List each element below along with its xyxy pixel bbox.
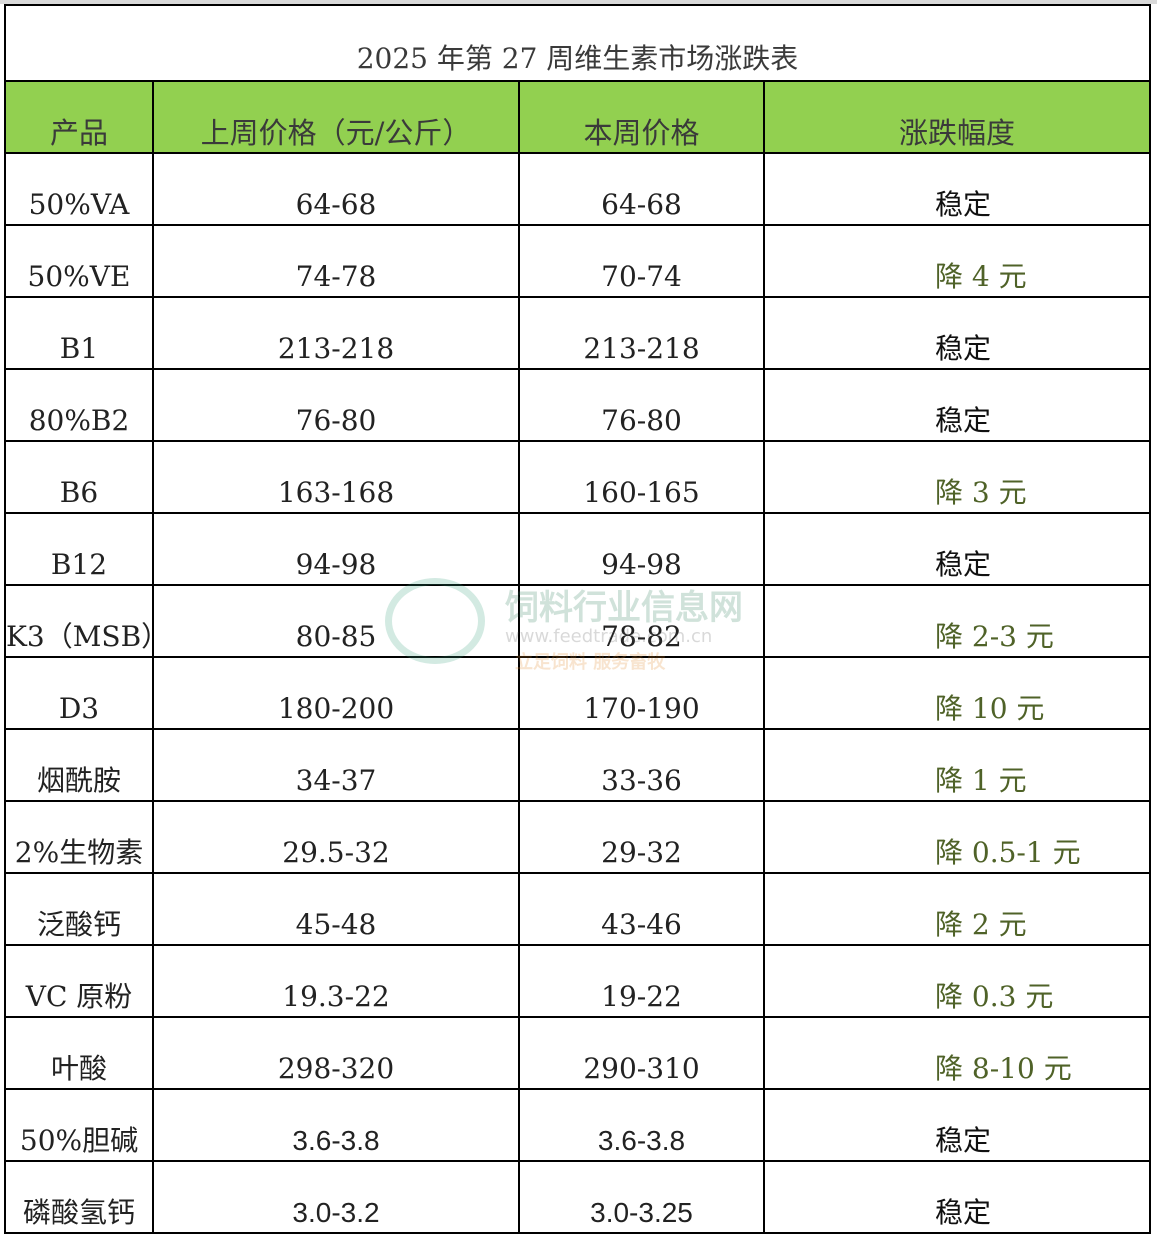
table-row: B6 163-168 160-165 降 3 元	[4, 440, 1152, 514]
this-week-price-cell: 213-218	[518, 296, 765, 370]
this-week-price-cell: 160-165	[518, 440, 765, 514]
vitamin-price-table: 2025 年第 27 周维生素市场涨跌表 产品 上周价格（元/公斤） 本周价格 …	[3, 4, 1152, 1234]
header-this-week-price: 本周价格	[518, 80, 765, 154]
last-week-price-cell: 29.5-32	[152, 800, 520, 874]
last-week-price-cell: 19.3-22	[152, 944, 520, 1018]
product-cell: 烟酰胺	[4, 728, 154, 802]
change-cell: 降 10 元	[762, 656, 1152, 730]
change-cell: 降 2 元	[762, 872, 1152, 946]
change-cell: 降 4 元	[762, 224, 1152, 298]
product-cell: 50%VA	[4, 152, 154, 226]
last-week-price-cell: 34-37	[152, 728, 520, 802]
table-title: 2025 年第 27 周维生素市场涨跌表	[3, 4, 1152, 82]
last-week-price-cell: 3.0-3.2	[152, 1160, 520, 1234]
table-row: 50%VE 74-78 70-74 降 4 元	[4, 224, 1152, 298]
change-cell: 稳定	[762, 512, 1152, 586]
table-row: 泛酸钙 45-48 43-46 降 2 元	[4, 872, 1152, 946]
this-week-price-cell: 76-80	[518, 368, 765, 442]
product-cell: 磷酸氢钙	[4, 1160, 154, 1234]
product-cell: 80%B2	[4, 368, 154, 442]
change-cell: 降 0.3 元	[762, 944, 1152, 1018]
last-week-price-cell: 64-68	[152, 152, 520, 226]
product-cell: VC 原粉	[4, 944, 154, 1018]
table-row: 80%B2 76-80 76-80 稳定	[4, 368, 1152, 442]
change-cell: 降 0.5-1 元	[762, 800, 1152, 874]
top-border	[0, 0, 1157, 4]
product-cell: 泛酸钙	[4, 872, 154, 946]
product-cell: 50%胆碱	[4, 1088, 154, 1162]
header-last-week-price: 上周价格（元/公斤）	[152, 80, 520, 154]
change-cell: 稳定	[762, 296, 1152, 370]
change-cell: 降 8-10 元	[762, 1016, 1152, 1090]
product-cell: D3	[4, 656, 154, 730]
product-cell: 叶酸	[4, 1016, 154, 1090]
table-row: 50%VA 64-68 64-68 稳定	[4, 152, 1152, 226]
table-row: K3（MSB） 80-85 78-82 降 2-3 元	[4, 584, 1152, 658]
product-cell: B1	[4, 296, 154, 370]
this-week-price-cell: 290-310	[518, 1016, 765, 1090]
last-week-price-cell: 298-320	[152, 1016, 520, 1090]
table-row: D3 180-200 170-190 降 10 元	[4, 656, 1152, 730]
this-week-price-cell: 29-32	[518, 800, 765, 874]
product-cell: 50%VE	[4, 224, 154, 298]
last-week-price-cell: 163-168	[152, 440, 520, 514]
change-cell: 稳定	[762, 1088, 1152, 1162]
last-week-price-cell: 76-80	[152, 368, 520, 442]
change-cell: 降 1 元	[762, 728, 1152, 802]
table-row: 磷酸氢钙 3.0-3.2 3.0-3.25 稳定	[4, 1160, 1152, 1234]
this-week-price-cell: 170-190	[518, 656, 765, 730]
change-cell: 稳定	[762, 152, 1152, 226]
this-week-price-cell: 43-46	[518, 872, 765, 946]
product-cell: B12	[4, 512, 154, 586]
header-row: 产品 上周价格（元/公斤） 本周价格 涨跌幅度	[4, 80, 1152, 154]
this-week-price-cell: 94-98	[518, 512, 765, 586]
last-week-price-cell: 45-48	[152, 872, 520, 946]
this-week-price-cell: 64-68	[518, 152, 765, 226]
product-cell: 2%生物素	[4, 800, 154, 874]
this-week-price-cell: 70-74	[518, 224, 765, 298]
product-cell: B6	[4, 440, 154, 514]
this-week-price-cell: 19-22	[518, 944, 765, 1018]
this-week-price-cell: 3.6-3.8	[518, 1088, 765, 1162]
last-week-price-cell: 213-218	[152, 296, 520, 370]
change-cell: 降 3 元	[762, 440, 1152, 514]
this-week-price-cell: 3.0-3.25	[518, 1160, 765, 1234]
product-cell: K3（MSB）	[4, 584, 154, 658]
table-row: 2%生物素 29.5-32 29-32 降 0.5-1 元	[4, 800, 1152, 874]
last-week-price-cell: 94-98	[152, 512, 520, 586]
change-cell: 稳定	[762, 1160, 1152, 1234]
last-week-price-cell: 180-200	[152, 656, 520, 730]
table-row: 烟酰胺 34-37 33-36 降 1 元	[4, 728, 1152, 802]
change-cell: 降 2-3 元	[762, 584, 1152, 658]
last-week-price-cell: 74-78	[152, 224, 520, 298]
last-week-price-cell: 80-85	[152, 584, 520, 658]
header-product: 产品	[4, 80, 154, 154]
last-week-price-cell: 3.6-3.8	[152, 1088, 520, 1162]
this-week-price-cell: 33-36	[518, 728, 765, 802]
table-row: 50%胆碱 3.6-3.8 3.6-3.8 稳定	[4, 1088, 1152, 1162]
change-cell: 稳定	[762, 368, 1152, 442]
this-week-price-cell: 78-82	[518, 584, 765, 658]
header-change: 涨跌幅度	[762, 80, 1152, 154]
table-row: VC 原粉 19.3-22 19-22 降 0.3 元	[4, 944, 1152, 1018]
table-row: B12 94-98 94-98 稳定	[4, 512, 1152, 586]
table-row: 叶酸 298-320 290-310 降 8-10 元	[4, 1016, 1152, 1090]
table-row: B1 213-218 213-218 稳定	[4, 296, 1152, 370]
